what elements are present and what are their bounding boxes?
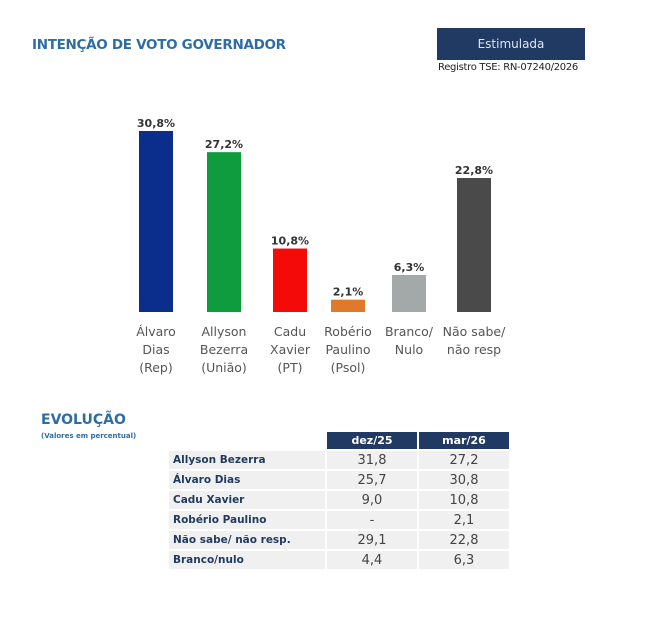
- category-label: Robério Paulino (Psol): [313, 323, 383, 377]
- row-value: 27,2: [419, 451, 509, 469]
- category-label-line: Robério: [324, 324, 372, 339]
- registro-tse: Registro TSE: RN-07240/2026: [438, 62, 578, 73]
- category-label-line: Cadu: [273, 324, 307, 339]
- category-label-line: Dias: [142, 342, 170, 357]
- evolucao-subtitle: (Valores em percentual): [41, 432, 137, 440]
- data-label: 27,2%: [205, 138, 243, 151]
- col-header: dez/25: [327, 432, 417, 449]
- data-label: 2,1%: [333, 286, 364, 299]
- table-row: Allyson Bezerra 31,8 27,2: [169, 451, 509, 469]
- category-label-line: Paulino: [325, 342, 371, 357]
- bar: [392, 274, 426, 312]
- row-name: Robério Paulino: [169, 511, 325, 529]
- category-label: Allyson Bezerra (União): [189, 323, 259, 377]
- row-value: 29,1: [327, 531, 417, 549]
- category-label: Não sabe/não resp: [439, 323, 509, 359]
- row-name: Não sabe/ não resp.: [169, 531, 325, 549]
- table-row: Não sabe/ não resp. 29,1 22,8: [169, 531, 509, 549]
- category-label-line: Bezerra: [199, 342, 249, 357]
- category-label-line: Não sabe/: [442, 324, 506, 339]
- data-label: 22,8%: [455, 164, 493, 177]
- row-value: -: [327, 511, 417, 529]
- table-row: Branco/nulo 4,4 6,3: [169, 551, 509, 569]
- estimulada-badge: Estimulada: [437, 28, 585, 60]
- row-value: 9,0: [327, 491, 417, 509]
- bar: [207, 152, 241, 312]
- category-label: Álvaro Dias (Rep): [121, 323, 191, 377]
- row-value: 10,8: [419, 491, 509, 509]
- table-row: Robério Paulino -2,1: [169, 511, 509, 529]
- data-label: 10,8%: [271, 235, 309, 248]
- row-name: Cadu Xavier: [169, 491, 325, 509]
- category-label-line: Álvaro: [136, 324, 176, 339]
- category-label-line: Nulo: [394, 342, 424, 357]
- category-label-line: não resp: [446, 342, 502, 357]
- row-value: 2,1: [419, 511, 509, 529]
- col-header: mar/26: [419, 432, 509, 449]
- row-value: 25,7: [327, 471, 417, 489]
- bar: [139, 131, 173, 312]
- row-value: 31,8: [327, 451, 417, 469]
- data-label: 6,3%: [394, 261, 425, 274]
- row-value: 30,8: [419, 471, 509, 489]
- row-name: Álvaro Dias: [169, 471, 325, 489]
- category-label: Branco/Nulo: [374, 323, 444, 359]
- data-label: 30,8%: [137, 117, 175, 130]
- row-value: 22,8: [419, 531, 509, 549]
- bar: [457, 178, 491, 312]
- bar: [273, 248, 307, 312]
- row-value: 4,4: [327, 551, 417, 569]
- category-label-line: Xavier: [270, 342, 310, 357]
- row-name: Branco/nulo: [169, 551, 325, 569]
- page-title: INTENÇÃO DE VOTO GOVERNADOR: [32, 37, 286, 53]
- evolucao-title: EVOLUÇÃO: [41, 412, 126, 428]
- category-label-line: Allyson: [201, 324, 247, 339]
- table-row: Álvaro Dias 25,7 30,8: [169, 471, 509, 489]
- row-name: Allyson Bezerra: [169, 451, 325, 469]
- category-label: Cadu Xavier (PT): [255, 323, 325, 377]
- row-value: 6,3: [419, 551, 509, 569]
- category-label-line: (PT): [277, 360, 303, 375]
- category-label-line: (Rep): [139, 360, 173, 375]
- category-label-line: Branco/: [384, 324, 434, 339]
- table-row: Cadu Xavier 9,0 10,8: [169, 491, 509, 509]
- evolucao-table: dez/25 mar/26 Allyson Bezerra 31,8 27,2 Álva…: [167, 430, 511, 571]
- bar-chart: 30,8% 27,2% 10,8% 2,1% 6,3% 22,8%: [137, 117, 493, 312]
- category-label-line: (Psol): [330, 360, 366, 375]
- category-label-line: (União): [201, 360, 247, 375]
- bar: [331, 299, 365, 312]
